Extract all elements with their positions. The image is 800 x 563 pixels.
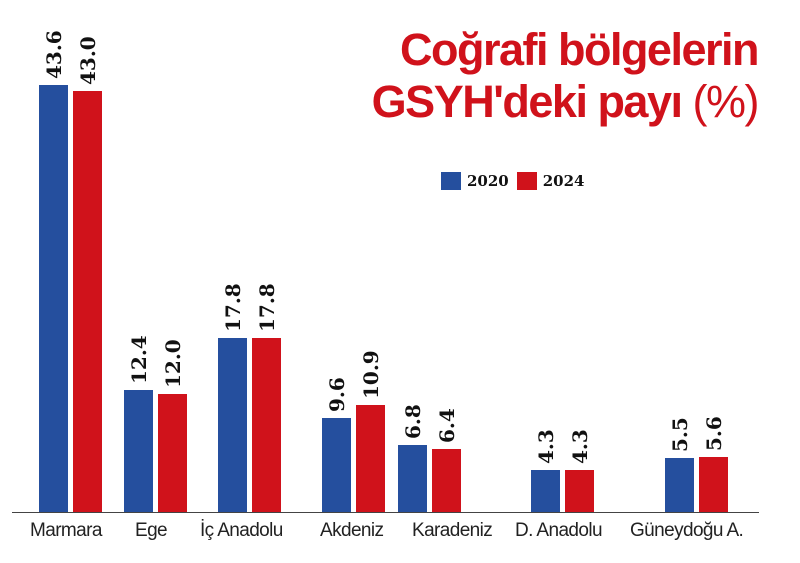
title-line-2: GSYH'deki payı (%) [371, 76, 760, 128]
value-label: 6.4 [435, 408, 459, 444]
bar-2024 [699, 457, 728, 512]
bar-2024 [432, 449, 461, 512]
x-axis-line [12, 512, 759, 513]
value-label: 6.8 [401, 404, 425, 440]
legend-label: 2024 [542, 172, 585, 190]
bar-2024 [565, 469, 594, 512]
value-label: 43.6 [42, 30, 66, 79]
category-label: Karadeniz [412, 520, 493, 541]
value-label: 5.6 [702, 416, 726, 452]
title-line-1: Coğrafi bölgelerin [399, 24, 760, 75]
value-label: 10.9 [359, 350, 383, 400]
title-unit: (%) [692, 76, 760, 127]
bar-2020 [531, 469, 560, 512]
category-label: Akdeniz [320, 520, 384, 541]
bar-2024 [252, 337, 281, 512]
legend-swatch-blue [441, 172, 461, 190]
value-label: 9.6 [325, 377, 349, 412]
category-label: D. Anadolu [515, 520, 603, 541]
value-label: 12.4 [127, 335, 151, 385]
legend-swatch-red [516, 172, 537, 190]
chart-title: Coğrafi bölgelerin GSYH'deki payı (%) [371, 24, 760, 128]
value-label: 43.0 [76, 35, 100, 85]
bar-2020 [322, 417, 351, 512]
bar-2020 [39, 84, 68, 512]
category-label: Güneydoğu A. [630, 520, 744, 541]
category-label: Ege [135, 520, 168, 541]
bar-2024 [73, 90, 102, 512]
legend: 2020 2024 [441, 172, 593, 190]
value-label: 17.8 [221, 282, 245, 332]
legend-label: 2020 [467, 172, 509, 190]
value-label: 12.0 [161, 339, 185, 389]
bar-2020 [398, 445, 427, 512]
legend-item-2020: 2020 [441, 172, 509, 190]
legend-item-2024: 2024 [516, 172, 585, 190]
value-label: 4.3 [568, 429, 592, 464]
bar-2024 [356, 405, 385, 512]
value-label: 17.8 [255, 282, 279, 332]
bar-2024 [158, 394, 187, 512]
title-line-2-bold: GSYH'deki payı [371, 76, 683, 127]
bar-2020 [665, 458, 694, 512]
category-label: Marmara [30, 520, 102, 541]
value-label: 4.3 [534, 429, 558, 464]
category-label: İç Anadolu [200, 520, 283, 541]
bar-2020 [124, 390, 153, 512]
bar-2020 [218, 337, 247, 512]
value-label: 5.5 [668, 417, 692, 453]
